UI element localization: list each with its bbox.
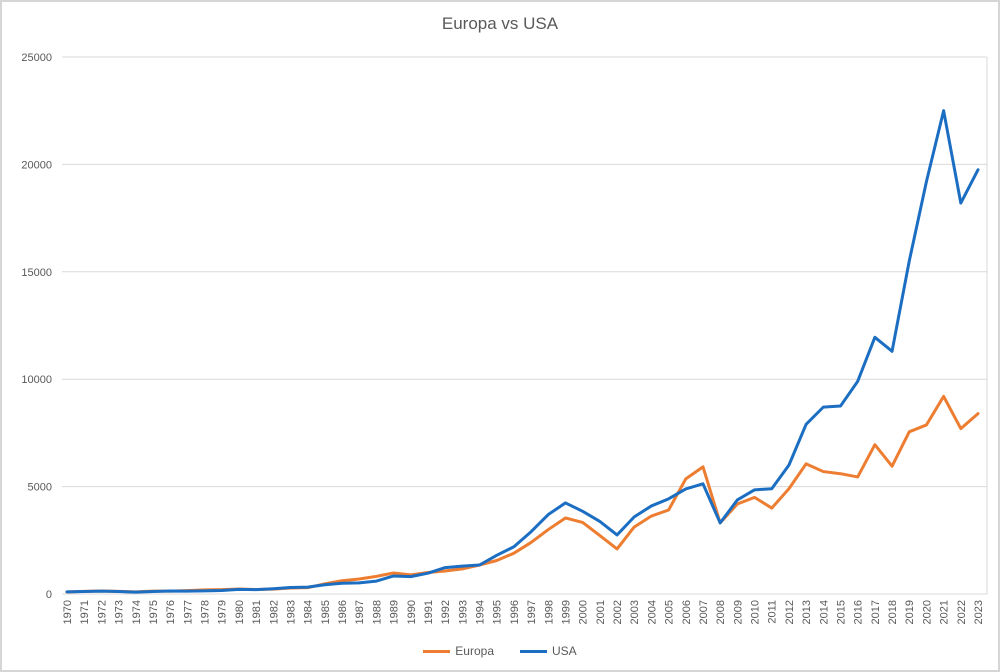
x-tick-label: 1975	[148, 600, 160, 624]
y-tick-label: 0	[46, 589, 52, 601]
legend-label-europa: Europa	[455, 644, 494, 658]
x-tick-label: 1990	[406, 600, 418, 624]
x-tick-label: 2006	[681, 600, 693, 624]
x-tick-label: 1981	[251, 600, 263, 624]
series-line-usa	[65, 109, 980, 594]
y-tick-label: 5000	[28, 482, 52, 494]
x-tick-label: 2011	[767, 600, 779, 624]
legend-item-europa: Europa	[423, 644, 494, 658]
legend: Europa USA	[2, 644, 998, 658]
x-tick-label: 2015	[835, 600, 847, 624]
x-tick-label: 2000	[578, 600, 590, 624]
x-tick-label: 1989	[389, 600, 401, 624]
x-tick-label: 1974	[131, 600, 143, 624]
x-tick-label: 1986	[337, 600, 349, 624]
x-tick-label: 1982	[268, 600, 280, 624]
x-tick-label: 1985	[320, 600, 332, 624]
x-tick-label: 2010	[750, 600, 762, 624]
x-tick-label: 1988	[371, 600, 383, 624]
x-tick-label: 2001	[595, 600, 607, 624]
x-tick-label: 2014	[818, 600, 830, 624]
x-tick-label: 1996	[509, 600, 521, 624]
x-tick-label: 1978	[200, 600, 212, 624]
x-tick-label: 1971	[79, 600, 91, 624]
series-line-europa	[65, 394, 980, 594]
x-tick-label: 1979	[217, 600, 229, 624]
x-tick-label: 2004	[646, 600, 658, 624]
y-tick-label: 25000	[21, 52, 52, 64]
x-tick-label: 1997	[526, 600, 538, 624]
x-tick-label: 1991	[423, 600, 435, 624]
x-tick-label: 1977	[182, 600, 194, 624]
x-tick-label: 2016	[853, 600, 865, 624]
x-tick-label: 2018	[887, 600, 899, 624]
chart-title: Europa vs USA	[441, 14, 559, 33]
usa-line-swatch	[520, 649, 547, 653]
x-tick-label: 2003	[629, 600, 641, 624]
x-tick-label: 1970	[62, 600, 74, 624]
x-tick-label: 2021	[939, 600, 951, 624]
legend-label-usa: USA	[552, 644, 577, 658]
x-tick-label: 1976	[165, 600, 177, 624]
x-tick-label: 2020	[921, 600, 933, 624]
x-tick-label: 1984	[303, 600, 315, 624]
x-tick-label: 2022	[956, 600, 968, 624]
y-tick-label: 10000	[21, 374, 52, 386]
x-tick-label: 2009	[732, 600, 744, 624]
legend-item-usa: USA	[520, 644, 577, 658]
x-tick-label: 1983	[285, 600, 297, 624]
x-tick-label: 1992	[440, 600, 452, 624]
x-tick-label: 2012	[784, 600, 796, 624]
x-tick-label: 2007	[698, 600, 710, 624]
x-tick-label: 1973	[114, 600, 126, 624]
x-tick-label: 2013	[801, 600, 813, 624]
x-tick-label: 1999	[560, 600, 572, 624]
x-tick-label: 1987	[354, 600, 366, 624]
y-tick-label: 20000	[21, 159, 52, 171]
x-tick-label: 1980	[234, 600, 246, 624]
x-tick-label: 2005	[664, 600, 676, 624]
x-tick-label: 2023	[973, 600, 985, 624]
x-tick-label: 2008	[715, 600, 727, 624]
x-tick-label: 1993	[457, 600, 469, 624]
x-tick-label: 2017	[870, 600, 882, 624]
x-tick-label: 1995	[492, 600, 504, 624]
x-tick-label: 1998	[543, 600, 555, 624]
y-tick-label: 15000	[21, 267, 52, 279]
x-tick-label: 2002	[612, 600, 624, 624]
europa-line-swatch	[423, 649, 451, 653]
x-tick-label: 2019	[904, 600, 916, 624]
x-tick-label: 1972	[96, 600, 108, 624]
x-tick-label: 1994	[475, 600, 487, 624]
